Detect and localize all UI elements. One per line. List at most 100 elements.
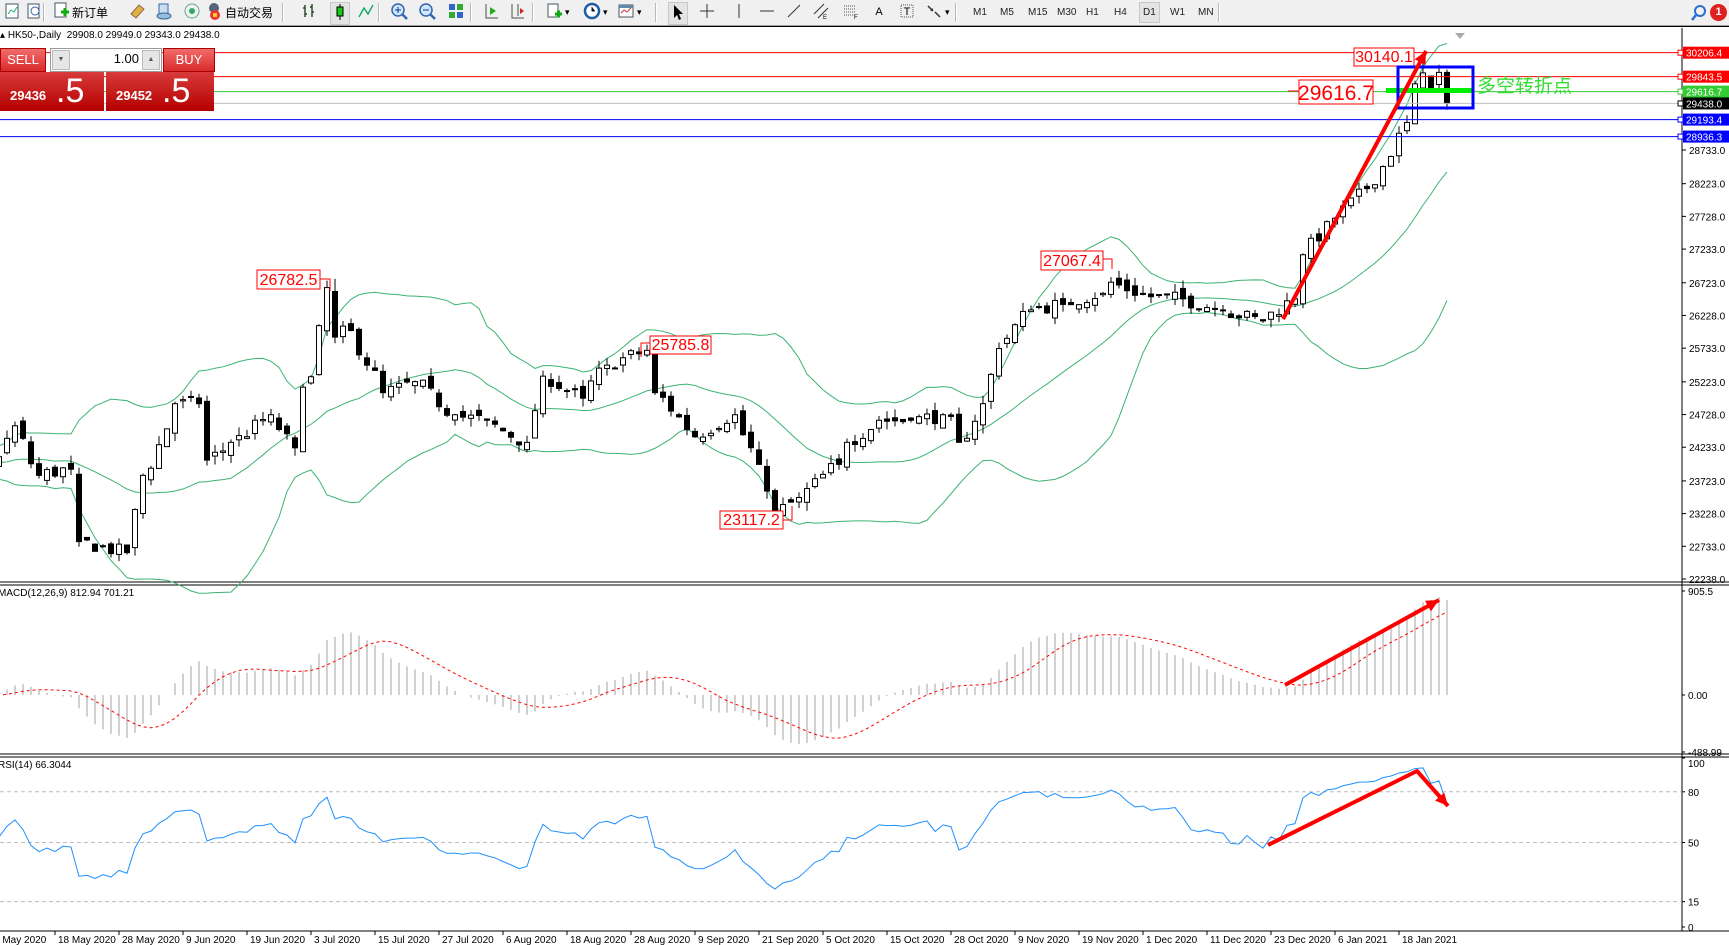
- candlestick-chart-button[interactable]: [330, 2, 350, 25]
- candle: [612, 366, 618, 370]
- candle: [1316, 228, 1322, 248]
- timeframe-d1[interactable]: D1: [1139, 2, 1160, 23]
- chart-shift-button[interactable]: [508, 2, 526, 23]
- trendline-button[interactable]: [785, 2, 803, 23]
- navigator-icon: [155, 2, 173, 23]
- line-chart-button[interactable]: [357, 2, 375, 23]
- timeframe-h1[interactable]: H1: [1086, 7, 1099, 18]
- new-order-button[interactable]: 新订单: [52, 2, 108, 23]
- auto-scroll-button[interactable]: [482, 2, 500, 23]
- indicators-button[interactable]: ▾: [545, 2, 570, 23]
- bull-candle-body: [468, 414, 474, 419]
- chart-canvas[interactable]: 28733.0 28223.0 27728.0 27233.0 26723.0 26228…: [0, 27, 1729, 945]
- auto-trading-button[interactable]: 自动交易: [205, 2, 273, 23]
- templates-button[interactable]: ▾: [617, 2, 642, 23]
- dropdown-arrow-icon[interactable]: ▾: [565, 7, 570, 17]
- sell-price-button[interactable]: 29436 .5: [0, 72, 104, 111]
- zoom-out-button[interactable]: [418, 2, 436, 23]
- navigator-button[interactable]: [155, 2, 173, 23]
- timeframe-m15[interactable]: M15: [1028, 7, 1048, 18]
- candle: [1052, 292, 1058, 325]
- sell-button[interactable]: SELL: [0, 48, 46, 72]
- lot-size-stepper[interactable]: ▼ 1.00 ▲: [50, 48, 162, 72]
- pivot-zone-box: [1396, 65, 1475, 110]
- timeframe-m5[interactable]: M5: [1000, 7, 1014, 18]
- bull-candle-body: [972, 420, 978, 440]
- candle: [1004, 334, 1010, 349]
- bear-candle-body: [428, 375, 434, 389]
- timeframe-h4[interactable]: H4: [1114, 7, 1127, 18]
- toolbar-separator: [43, 3, 45, 22]
- chart-menu-triangle-icon[interactable]: ▴: [0, 30, 8, 41]
- rsi-tick-label: 100: [1688, 759, 1705, 770]
- pivot-level-bar: [1386, 88, 1473, 93]
- bull-candle-body: [12, 425, 18, 443]
- rsi-tick-label: 80: [1688, 788, 1700, 799]
- tile-windows-button[interactable]: [447, 2, 465, 23]
- bear-candle-body: [516, 441, 522, 446]
- candle: [692, 427, 698, 438]
- periods-clock-button[interactable]: ▾: [583, 2, 608, 23]
- bar-chart-button[interactable]: [300, 2, 318, 23]
- metaeditor-button[interactable]: [128, 2, 146, 23]
- candle: [1140, 285, 1146, 296]
- equidistant-channel-button[interactable]: E: [812, 2, 830, 23]
- bear-candle-body: [1228, 313, 1234, 319]
- text-button[interactable]: A: [870, 2, 888, 23]
- bull-candle-body: [1012, 324, 1018, 344]
- lot-increase-icon[interactable]: ▲: [142, 50, 160, 70]
- buy-button[interactable]: BUY: [163, 48, 215, 72]
- bull-candle-body: [1268, 311, 1274, 320]
- candle: [964, 431, 970, 442]
- profiles-button[interactable]: [25, 2, 43, 23]
- signal-button[interactable]: [183, 2, 201, 23]
- bull-candle-body: [260, 419, 266, 422]
- crosshair-button[interactable]: [698, 2, 716, 23]
- chart-window[interactable]: 28733.0 28223.0 27728.0 27233.0 26723.0 26228…: [0, 26, 1729, 945]
- vertical-line-button[interactable]: [730, 2, 748, 23]
- new-chart-button[interactable]: [3, 2, 21, 23]
- price-level-badge: [1683, 113, 1729, 126]
- bear-candle-body: [20, 420, 26, 439]
- fibonacci-button[interactable]: F: [842, 2, 860, 23]
- candle: [716, 426, 722, 433]
- bear-candle-body: [444, 408, 450, 416]
- bar-low: 29343.0: [144, 30, 181, 41]
- rsi-tick-label: 0: [1688, 923, 1694, 934]
- timeframe-m30[interactable]: M30: [1057, 7, 1077, 18]
- search-icon[interactable]: [1690, 2, 1708, 23]
- lot-size-input[interactable]: 1.00: [113, 51, 139, 66]
- price-tick-label: 28223.0: [1689, 180, 1726, 191]
- dropdown-arrow-icon[interactable]: ▾: [603, 7, 608, 17]
- candle: [956, 407, 962, 443]
- horizontal-line-icon: [758, 2, 776, 23]
- bear-candle-body: [1132, 285, 1138, 296]
- candle: [1028, 305, 1034, 313]
- candle: [724, 419, 730, 434]
- lot-decrease-icon[interactable]: ▼: [52, 50, 70, 70]
- bear-candle-body: [492, 420, 498, 425]
- price-tick-label: 27728.0: [1689, 212, 1726, 223]
- candle: [788, 497, 794, 503]
- arrows-button[interactable]: ▾: [925, 2, 950, 23]
- templates-icon: [617, 2, 635, 23]
- horizontal-line-button[interactable]: [758, 2, 776, 23]
- cursor-button[interactable]: [668, 2, 688, 25]
- text-label-button[interactable]: T: [898, 2, 916, 23]
- candle: [236, 427, 242, 447]
- dropdown-arrow-icon[interactable]: ▾: [945, 7, 950, 17]
- timeframe-mn[interactable]: MN: [1198, 7, 1214, 18]
- timeframe-m1[interactable]: M1: [973, 7, 987, 18]
- candle: [1164, 293, 1170, 299]
- dropdown-arrow-icon[interactable]: ▾: [637, 7, 642, 17]
- timeframe-w1[interactable]: W1: [1170, 7, 1185, 18]
- candle: [1372, 184, 1378, 193]
- zoom-in-button[interactable]: [390, 2, 408, 23]
- notification-badge[interactable]: 1: [1710, 2, 1727, 23]
- bull-candle-body: [316, 325, 322, 376]
- level-handle-icon: [1677, 116, 1684, 123]
- time-tick-label: 19 Nov 2020: [1082, 935, 1139, 945]
- candle: [572, 384, 578, 398]
- buy-price-button[interactable]: 29452 .5: [106, 72, 214, 111]
- bar-close: 29438.0: [183, 30, 220, 41]
